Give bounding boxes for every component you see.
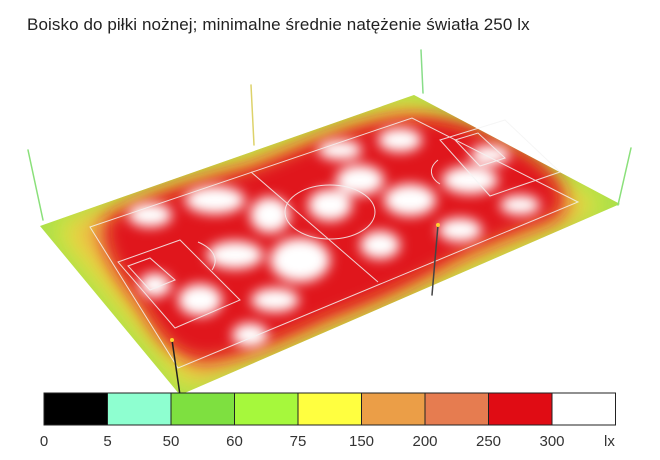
- legend-swatch: [297, 392, 362, 426]
- legend-unit-label: lx: [604, 433, 615, 450]
- legend-tick-label: 60: [226, 433, 243, 450]
- diagram-title: Boisko do piłki nożnej; minimalne średni…: [27, 15, 530, 34]
- right-goal-area: [454, 132, 506, 167]
- legend-swatch: [424, 392, 489, 426]
- pitch-markings: [89, 117, 580, 369]
- light-pole: [250, 84, 255, 146]
- legend-tick-label: 50: [163, 433, 180, 450]
- left-penalty-area: [117, 239, 241, 329]
- light-poles: [27, 49, 632, 396]
- legend-tick-label: 250: [476, 433, 501, 450]
- light-pole: [617, 147, 632, 206]
- legend-tick-label: 0: [40, 433, 48, 450]
- legend-swatch: [361, 392, 426, 426]
- legend-swatch: [234, 392, 299, 426]
- legend-swatch: [551, 392, 616, 426]
- legend-tick-label: 5: [103, 433, 111, 450]
- halfway-line: [250, 171, 379, 283]
- legend-tick-label: 200: [412, 433, 437, 450]
- legend-swatch: [107, 392, 172, 426]
- legend-tick-label: 75: [290, 433, 307, 450]
- center-circle: [284, 184, 376, 240]
- legend-swatch: [43, 392, 108, 426]
- light-pole: [171, 339, 181, 396]
- legend-swatch: [170, 392, 235, 426]
- legend-tick-label: 150: [349, 433, 374, 450]
- light-pole: [420, 49, 424, 94]
- right-penalty-area: [439, 119, 561, 197]
- left-goal-area: [127, 257, 176, 291]
- illuminance-white-spots: [128, 128, 540, 347]
- light-pole: [27, 149, 44, 221]
- legend-swatch: [488, 392, 553, 426]
- light-pole: [431, 224, 439, 296]
- legend-tick-label: 300: [539, 433, 564, 450]
